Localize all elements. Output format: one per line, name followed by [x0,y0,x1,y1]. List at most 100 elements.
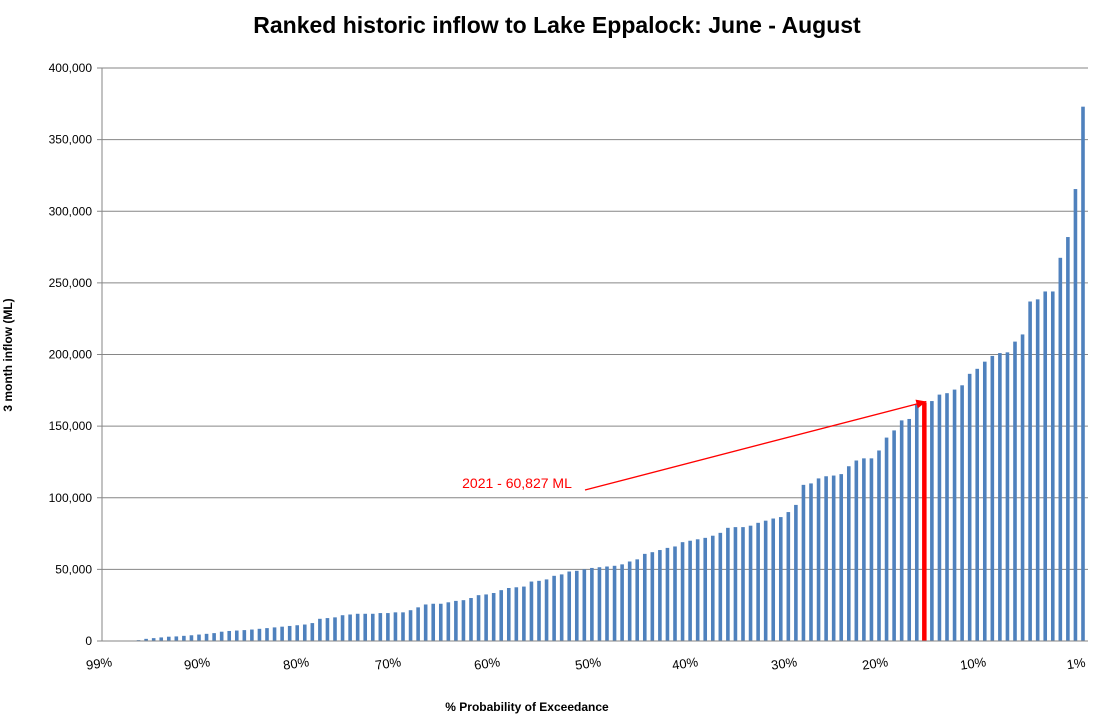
bar [612,565,617,641]
annotation-label: 2021 - 60,827 ML [462,475,572,491]
bar [257,628,262,641]
y-tick-label: 400,000 [49,61,93,75]
bar [627,561,632,641]
bar [816,478,821,641]
bar [748,525,753,641]
bar [461,600,466,641]
bar [393,612,398,641]
bar [189,635,194,641]
bar [242,630,247,641]
y-tick-label: 350,000 [49,133,93,147]
bar [355,613,360,641]
bar [1005,352,1010,641]
bar [484,594,488,641]
bar [726,527,730,641]
bar [945,393,949,641]
y-axis-label: 3 month inflow (ML) [1,298,15,411]
bar [182,635,186,641]
annotation: 2021 - 60,827 ML [462,399,927,491]
bar [1028,301,1032,641]
bar [718,532,723,641]
bar [159,637,164,641]
bar [552,575,556,641]
bar [620,564,624,641]
x-axis-label: % Probability of Exceedance [445,700,609,714]
bar [302,624,307,641]
bar [960,385,964,641]
bar [642,553,647,641]
bar [1058,257,1063,641]
x-tick-label: 1% [1066,655,1087,673]
bar [899,420,904,641]
bar [794,504,798,641]
bar [998,353,1002,641]
bar [1066,237,1070,642]
x-tick-label: 30% [770,654,798,673]
bar [650,552,655,641]
bar [884,437,889,641]
bar [869,458,874,641]
bar [446,602,451,641]
bar [287,625,292,641]
bar [174,636,179,641]
bar [703,537,708,641]
bar [862,458,866,641]
bar [975,368,980,641]
y-tick-label: 50,000 [55,562,92,576]
y-tick-label: 200,000 [49,348,93,362]
bar [854,460,859,641]
bar [423,604,428,641]
bar [378,613,383,641]
bar [454,600,458,641]
bar [688,540,692,641]
x-tick-label: 40% [671,654,699,673]
bar [401,612,405,641]
bar [673,546,677,641]
bar [914,404,919,641]
bar [272,627,277,641]
bar-highlight-2021 [922,402,927,641]
bar [582,569,587,642]
x-tick-label: 60% [473,654,501,673]
bar [408,610,413,641]
bar [967,373,972,641]
bar [665,547,670,641]
bar [529,581,534,641]
bar [250,629,254,641]
x-tick-label: 70% [374,654,402,673]
bar [166,636,171,641]
bar [522,586,526,641]
bar [506,588,511,641]
bar [469,598,473,641]
bar [778,517,783,641]
bar [476,595,481,641]
bars [129,106,1085,642]
bar [839,474,844,641]
bar [1043,291,1048,641]
bar [733,527,738,641]
gridlines [97,67,1088,642]
bar [204,633,209,641]
annotation-arrowhead [915,399,927,409]
bar [567,571,572,641]
bar [386,613,390,641]
bar [1050,291,1055,641]
bar [605,566,609,641]
bar [295,625,300,641]
bar [499,590,504,641]
bar [1020,334,1025,641]
bar [590,567,594,641]
bar [930,401,934,641]
bar [892,430,896,641]
bar [786,512,791,641]
bar [348,614,352,641]
bar [658,550,662,641]
y-tick-label: 100,000 [49,491,93,505]
x-tick-label: 80% [282,654,310,673]
bar [597,567,602,641]
bar [333,617,337,641]
bar [831,475,836,641]
bar [363,613,368,641]
axes [101,68,1088,642]
